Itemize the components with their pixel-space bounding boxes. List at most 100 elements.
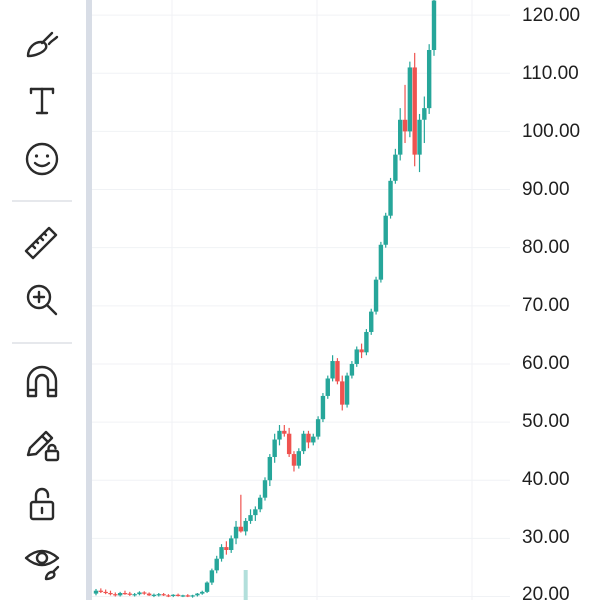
volume-bar [243,570,248,600]
candle-body [306,433,311,443]
candle-body [412,67,417,155]
candle-body [233,526,239,539]
candle-body [161,594,166,596]
candle-body [340,381,345,405]
price-tick-label: 80.00 [522,237,570,258]
price-tick-label: 20.00 [522,584,570,605]
candle-body [426,50,432,109]
candle-body [204,582,210,592]
candle-body [137,592,142,595]
candle-body [262,480,268,498]
candle-body [354,349,359,364]
pencil-lock-icon [26,430,60,462]
candle-body [117,593,123,596]
candle-body [200,591,205,594]
candle-body [214,558,219,571]
candle-body [127,593,132,595]
candle-body [398,119,403,155]
magnet-tool-button[interactable] [19,359,65,405]
candle-body [132,594,137,596]
candle-body [369,311,374,332]
candle-body [151,594,157,596]
candle-body [238,526,244,532]
price-tick-label: 120.00 [522,5,581,26]
candle-body [388,180,393,216]
price-tick-label: 70.00 [522,295,570,316]
candle-body [325,378,330,396]
candle-body [407,67,413,132]
candle-body [180,595,186,597]
candle-body [103,591,108,594]
drawing-toolbar [0,0,86,600]
candle-body [166,595,171,597]
price-tick-label: 40.00 [522,469,570,490]
chart-canvas [92,0,510,600]
candle-body [373,279,379,312]
eye-brush-icon [24,549,60,581]
candle-body [248,515,253,521]
hide-drawings-button[interactable] [19,538,65,584]
candle-body [171,594,176,596]
candle-body [282,430,287,434]
candlestick-chart[interactable] [92,0,510,600]
candle-body [417,119,422,155]
brush-icon [26,31,59,58]
candle-body [93,590,99,594]
candle-body [156,594,161,596]
lock-drawings-button[interactable] [19,420,65,466]
text-tool-button[interactable] [19,77,65,123]
candle-body [229,538,234,550]
candle-body [296,451,301,466]
candle-body [277,430,282,440]
price-tick-label: 90.00 [522,179,570,200]
text-icon [29,87,55,115]
candle-body [315,419,321,437]
ruler-icon [24,226,58,260]
price-tick-label: 30.00 [522,527,570,548]
chart-left-border [86,0,92,600]
candle-body [257,497,263,510]
unlock-icon [29,487,55,521]
emoji-tool-button[interactable] [19,136,65,182]
candle-body [108,593,113,595]
candle-body [335,361,340,382]
candle-body [378,244,384,280]
ruler-tool-button[interactable] [19,219,65,265]
candle-body [311,436,316,443]
candle-body [209,570,215,583]
candle-body [272,439,277,457]
zoom-in-tool-button[interactable] [19,277,65,323]
candle-body [195,593,200,596]
candle-body [291,454,297,466]
candle-body [224,547,229,550]
candle-body [344,375,350,405]
price-axis[interactable]: 120.00 110.00 100.00 90.00 80.00 70.00 6… [510,0,600,605]
price-tick-label: 110.00 [522,63,579,84]
candle-body [422,108,427,120]
candle-body [393,154,398,181]
candle-body [364,331,369,353]
zoom-in-icon [26,284,58,316]
candle-body [330,361,335,379]
candle-body [146,593,152,596]
lock-all-button[interactable] [19,481,65,527]
candle-body [301,433,306,452]
price-tick-label: 50.00 [522,411,570,432]
candle-body [243,520,248,532]
candle-body [359,349,364,353]
candle-body [219,547,224,559]
price-tick-label: 100.00 [522,121,581,142]
candle-body [142,592,147,594]
candle-body [431,0,437,51]
toolbar-divider [12,200,72,202]
candle-body [402,119,408,132]
toolbar-divider [12,342,72,344]
candle-body [286,433,292,455]
brush-tool-button[interactable] [19,21,65,67]
candle-body [175,594,181,596]
candle-body [253,509,258,516]
candle-body [349,363,355,376]
price-tick-label: 60.00 [522,353,570,374]
candle-body [383,215,388,245]
candle-body [267,456,273,481]
